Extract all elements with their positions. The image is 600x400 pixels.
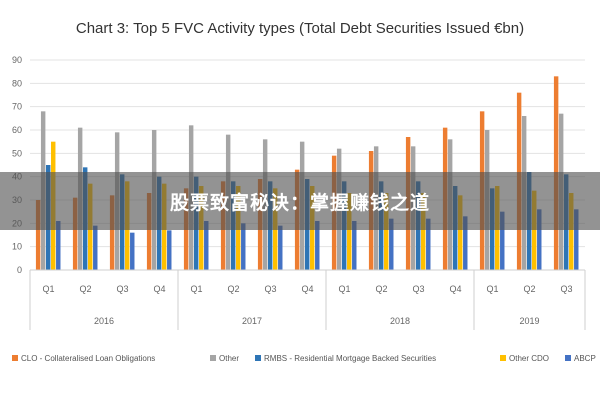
x-tick-label: Q1 (190, 284, 202, 294)
year-label: 2016 (94, 316, 114, 326)
y-tick-label: 0 (17, 265, 22, 275)
y-tick-label: 70 (12, 102, 22, 112)
bar (146, 193, 152, 270)
bar (352, 221, 357, 270)
bar (130, 232, 135, 270)
x-tick-label: Q2 (523, 284, 535, 294)
legend-swatch (210, 355, 216, 361)
bar (574, 209, 579, 270)
x-tick-label: Q1 (338, 284, 350, 294)
bar (426, 218, 431, 270)
bar (56, 221, 61, 270)
x-tick-label: Q3 (412, 284, 424, 294)
chart-title: Chart 3: Top 5 FVC Activity types (Total… (76, 20, 524, 37)
x-tick-label: Q3 (560, 284, 572, 294)
x-tick-label: Q1 (486, 284, 498, 294)
bar (421, 193, 426, 270)
x-tick-label: Q4 (301, 284, 313, 294)
x-tick-label: Q1 (42, 284, 54, 294)
bar (537, 209, 542, 270)
x-tick-label: Q3 (264, 284, 276, 294)
bar (204, 221, 209, 270)
legend-swatch (255, 355, 261, 361)
bar (532, 190, 537, 270)
bar (35, 200, 41, 270)
y-tick-label: 50 (12, 148, 22, 158)
year-label: 2018 (390, 316, 410, 326)
year-label: 2019 (519, 316, 539, 326)
watermark-text: 股票致富秘诀：掌握赚钱之道 (169, 191, 430, 214)
bar (569, 193, 574, 270)
y-tick-label: 10 (12, 242, 22, 252)
bar (109, 195, 115, 270)
bar (500, 211, 505, 270)
y-tick-label: 80 (12, 78, 22, 88)
bar (389, 218, 394, 270)
x-tick-label: Q2 (79, 284, 91, 294)
x-tick-label: Q2 (375, 284, 387, 294)
x-tick-label: Q2 (227, 284, 239, 294)
x-tick-label: Q4 (449, 284, 461, 294)
legend-label: RMBS - Residential Mortgage Backed Secur… (264, 354, 436, 363)
legend-label: ABCP (574, 354, 596, 363)
y-axis-ticks: 0102030405060708090 (12, 55, 22, 275)
year-label: 2017 (242, 316, 262, 326)
bar (347, 193, 352, 270)
y-tick-label: 90 (12, 55, 22, 65)
bar (241, 223, 246, 270)
legend: CLO - Collateralised Loan Obligations Oth… (12, 354, 596, 363)
bar (167, 230, 172, 270)
y-tick-label: 60 (12, 125, 22, 135)
bar (93, 225, 98, 270)
bar (315, 221, 320, 270)
x-axis-ticks: Q1 Q2 Q3 Q4 Q1 Q2 Q3 Q4 Q1 Q2 Q3 Q4 Q1 Q2 Q3 2016 2017 20… (29, 269, 586, 330)
legend-swatch (565, 355, 571, 361)
legend-swatch (12, 355, 18, 361)
legend-label: Other CDO (509, 354, 549, 363)
legend-label: CLO - Collateralised Loan Obligations (21, 354, 155, 363)
bar (72, 197, 78, 270)
bar (384, 193, 389, 270)
legend-label: Other (219, 354, 239, 363)
legend-swatch (500, 355, 506, 361)
bar (278, 225, 283, 270)
watermark-banner: 股票致富秘诀：掌握赚钱之道 (0, 172, 600, 230)
bar (458, 195, 463, 270)
x-tick-label: Q4 (153, 284, 165, 294)
bar (463, 216, 468, 270)
x-tick-label: Q3 (116, 284, 128, 294)
